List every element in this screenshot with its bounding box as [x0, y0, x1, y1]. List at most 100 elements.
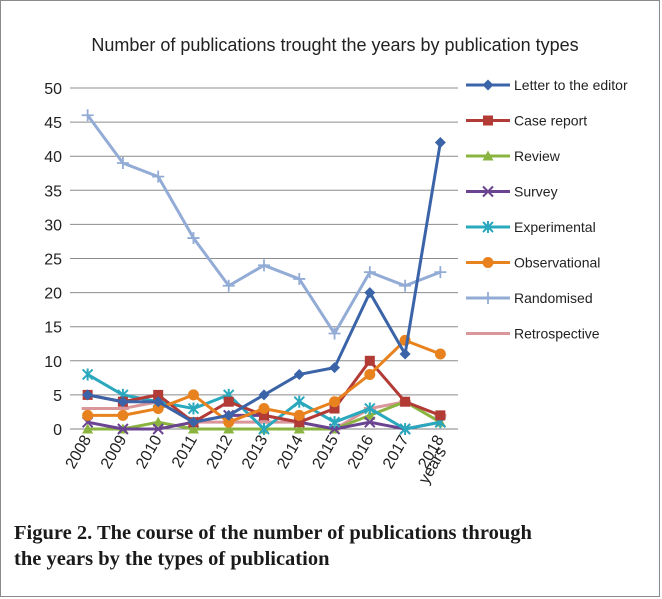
- data-point-observational: [117, 409, 129, 421]
- legend-label: Letter to the editor: [514, 77, 628, 93]
- data-point-randomised: [328, 327, 341, 340]
- data-point-letter-to-the-editor: [223, 409, 235, 421]
- data-point-review: [293, 423, 305, 434]
- data-point-survey: [117, 423, 129, 435]
- data-point-case-report: [153, 389, 164, 400]
- x-axis-ticks: 2008 2009 2010 2011 2012 2013 2014 2015 2016 2017…: [63, 432, 448, 471]
- x-tick-label: 2008: [63, 432, 96, 471]
- x-tick-label: 2012: [204, 432, 237, 471]
- x-tick-label: 2017: [380, 432, 413, 471]
- data-point-letter-to-the-editor: [399, 348, 411, 360]
- data-point-randomised: [399, 279, 412, 292]
- data-point-review: [187, 423, 199, 434]
- data-point-observational: [152, 403, 164, 415]
- data-point-observational: [258, 403, 270, 415]
- legend-label: Review: [514, 148, 561, 164]
- data-point-case-report: [223, 396, 234, 407]
- data-point-randomised: [187, 232, 200, 245]
- data-point-experimental: [258, 423, 270, 435]
- legend-label: Experimental: [514, 219, 596, 235]
- y-tick-label: 50: [44, 81, 62, 98]
- data-point-case-report: [400, 396, 411, 407]
- data-point-randomised: [293, 272, 306, 285]
- x-tick-label: 2016: [345, 432, 378, 471]
- y-tick-label: 35: [44, 183, 62, 200]
- data-point-randomised: [152, 170, 165, 183]
- data-point-randomised: [258, 259, 270, 272]
- legend-item-randomised: Randomised: [466, 290, 593, 306]
- legend-item-retrospective: Retrospective: [466, 326, 600, 342]
- data-point-review: [82, 423, 94, 434]
- legend-marker: [482, 150, 494, 161]
- data-point-randomised: [222, 279, 235, 292]
- legend-item-letter-to-the-editor: Letter to the editor: [466, 77, 628, 93]
- y-axis-ticks: 0 5 10 15 20 25 30 35 40 45 50: [44, 81, 62, 439]
- y-tick-label: 30: [44, 217, 62, 234]
- data-point-experimental: [328, 416, 341, 429]
- data-point-observational: [293, 409, 305, 421]
- y-tick-label: 5: [53, 388, 62, 405]
- series-group: [81, 109, 447, 435]
- data-point-randomised: [434, 266, 447, 279]
- data-point-survey: [152, 423, 164, 435]
- series-observational: [82, 334, 446, 428]
- y-tick-label: 45: [44, 115, 62, 132]
- legend-marker: [483, 115, 493, 126]
- data-point-case-report: [329, 403, 340, 414]
- legend-item-survey: Survey: [466, 184, 558, 200]
- figure-caption: Figure 2. The course of the number of pu…: [14, 520, 654, 572]
- y-tick-label: 40: [44, 149, 62, 166]
- legend-label: Survey: [514, 184, 558, 200]
- legend-label: Case report: [514, 113, 587, 129]
- legend-label: Observational: [514, 255, 600, 271]
- data-point-survey: [364, 416, 376, 428]
- caption-line-1: Figure 2. The course of the number of pu…: [14, 522, 532, 544]
- chart-title: Number of publications trought the years…: [91, 35, 578, 55]
- data-point-observational: [364, 368, 376, 380]
- x-tick-label: 2009: [98, 432, 131, 471]
- legend-marker: [482, 257, 494, 268]
- line-chart: Number of publications trought the years…: [44, 35, 628, 487]
- data-point-observational: [329, 396, 341, 408]
- legend-marker: [482, 185, 494, 198]
- x-tick-label: 2010: [133, 432, 166, 471]
- data-point-letter-to-the-editor: [434, 137, 446, 149]
- series-letter-to-the-editor: [82, 137, 446, 428]
- gridlines: [70, 87, 458, 396]
- data-point-observational: [434, 348, 446, 360]
- data-point-observational: [82, 409, 94, 421]
- data-point-review: [152, 416, 164, 427]
- data-point-letter-to-the-editor: [258, 389, 270, 401]
- caption-line-2: the years by the types of publication: [14, 548, 330, 570]
- legend-marker: [482, 79, 494, 91]
- legend-label: Retrospective: [514, 326, 600, 342]
- data-point-experimental: [187, 402, 200, 415]
- data-point-experimental: [81, 368, 94, 381]
- legend-item-case-report: Case report: [466, 113, 587, 129]
- data-point-letter-to-the-editor: [152, 396, 164, 408]
- legend-item-observational: Observational: [466, 255, 600, 271]
- data-point-randomised: [81, 109, 94, 122]
- legend-marker: [482, 292, 494, 304]
- y-tick-label: 20: [44, 286, 62, 303]
- data-point-experimental: [399, 423, 411, 435]
- data-point-letter-to-the-editor: [293, 368, 305, 380]
- legend-label: Randomised: [514, 290, 593, 306]
- data-point-experimental: [293, 395, 305, 408]
- y-tick-label: 10: [44, 354, 62, 371]
- data-point-review: [223, 423, 235, 434]
- data-point-randomised: [116, 157, 129, 170]
- data-point-case-report: [259, 410, 269, 421]
- y-tick-label: 15: [44, 320, 62, 337]
- legend: Letter to the editor Case report Review Sur…: [466, 77, 628, 342]
- data-point-case-report: [294, 417, 305, 428]
- x-tick-label: 2014: [274, 432, 307, 471]
- data-point-letter-to-the-editor: [187, 416, 199, 428]
- data-point-experimental: [364, 402, 376, 415]
- x-tick-label: 2013: [239, 432, 272, 471]
- legend-marker: [482, 221, 494, 233]
- data-point-review: [364, 409, 376, 420]
- data-point-observational: [223, 416, 235, 428]
- series-randomised: [81, 109, 447, 340]
